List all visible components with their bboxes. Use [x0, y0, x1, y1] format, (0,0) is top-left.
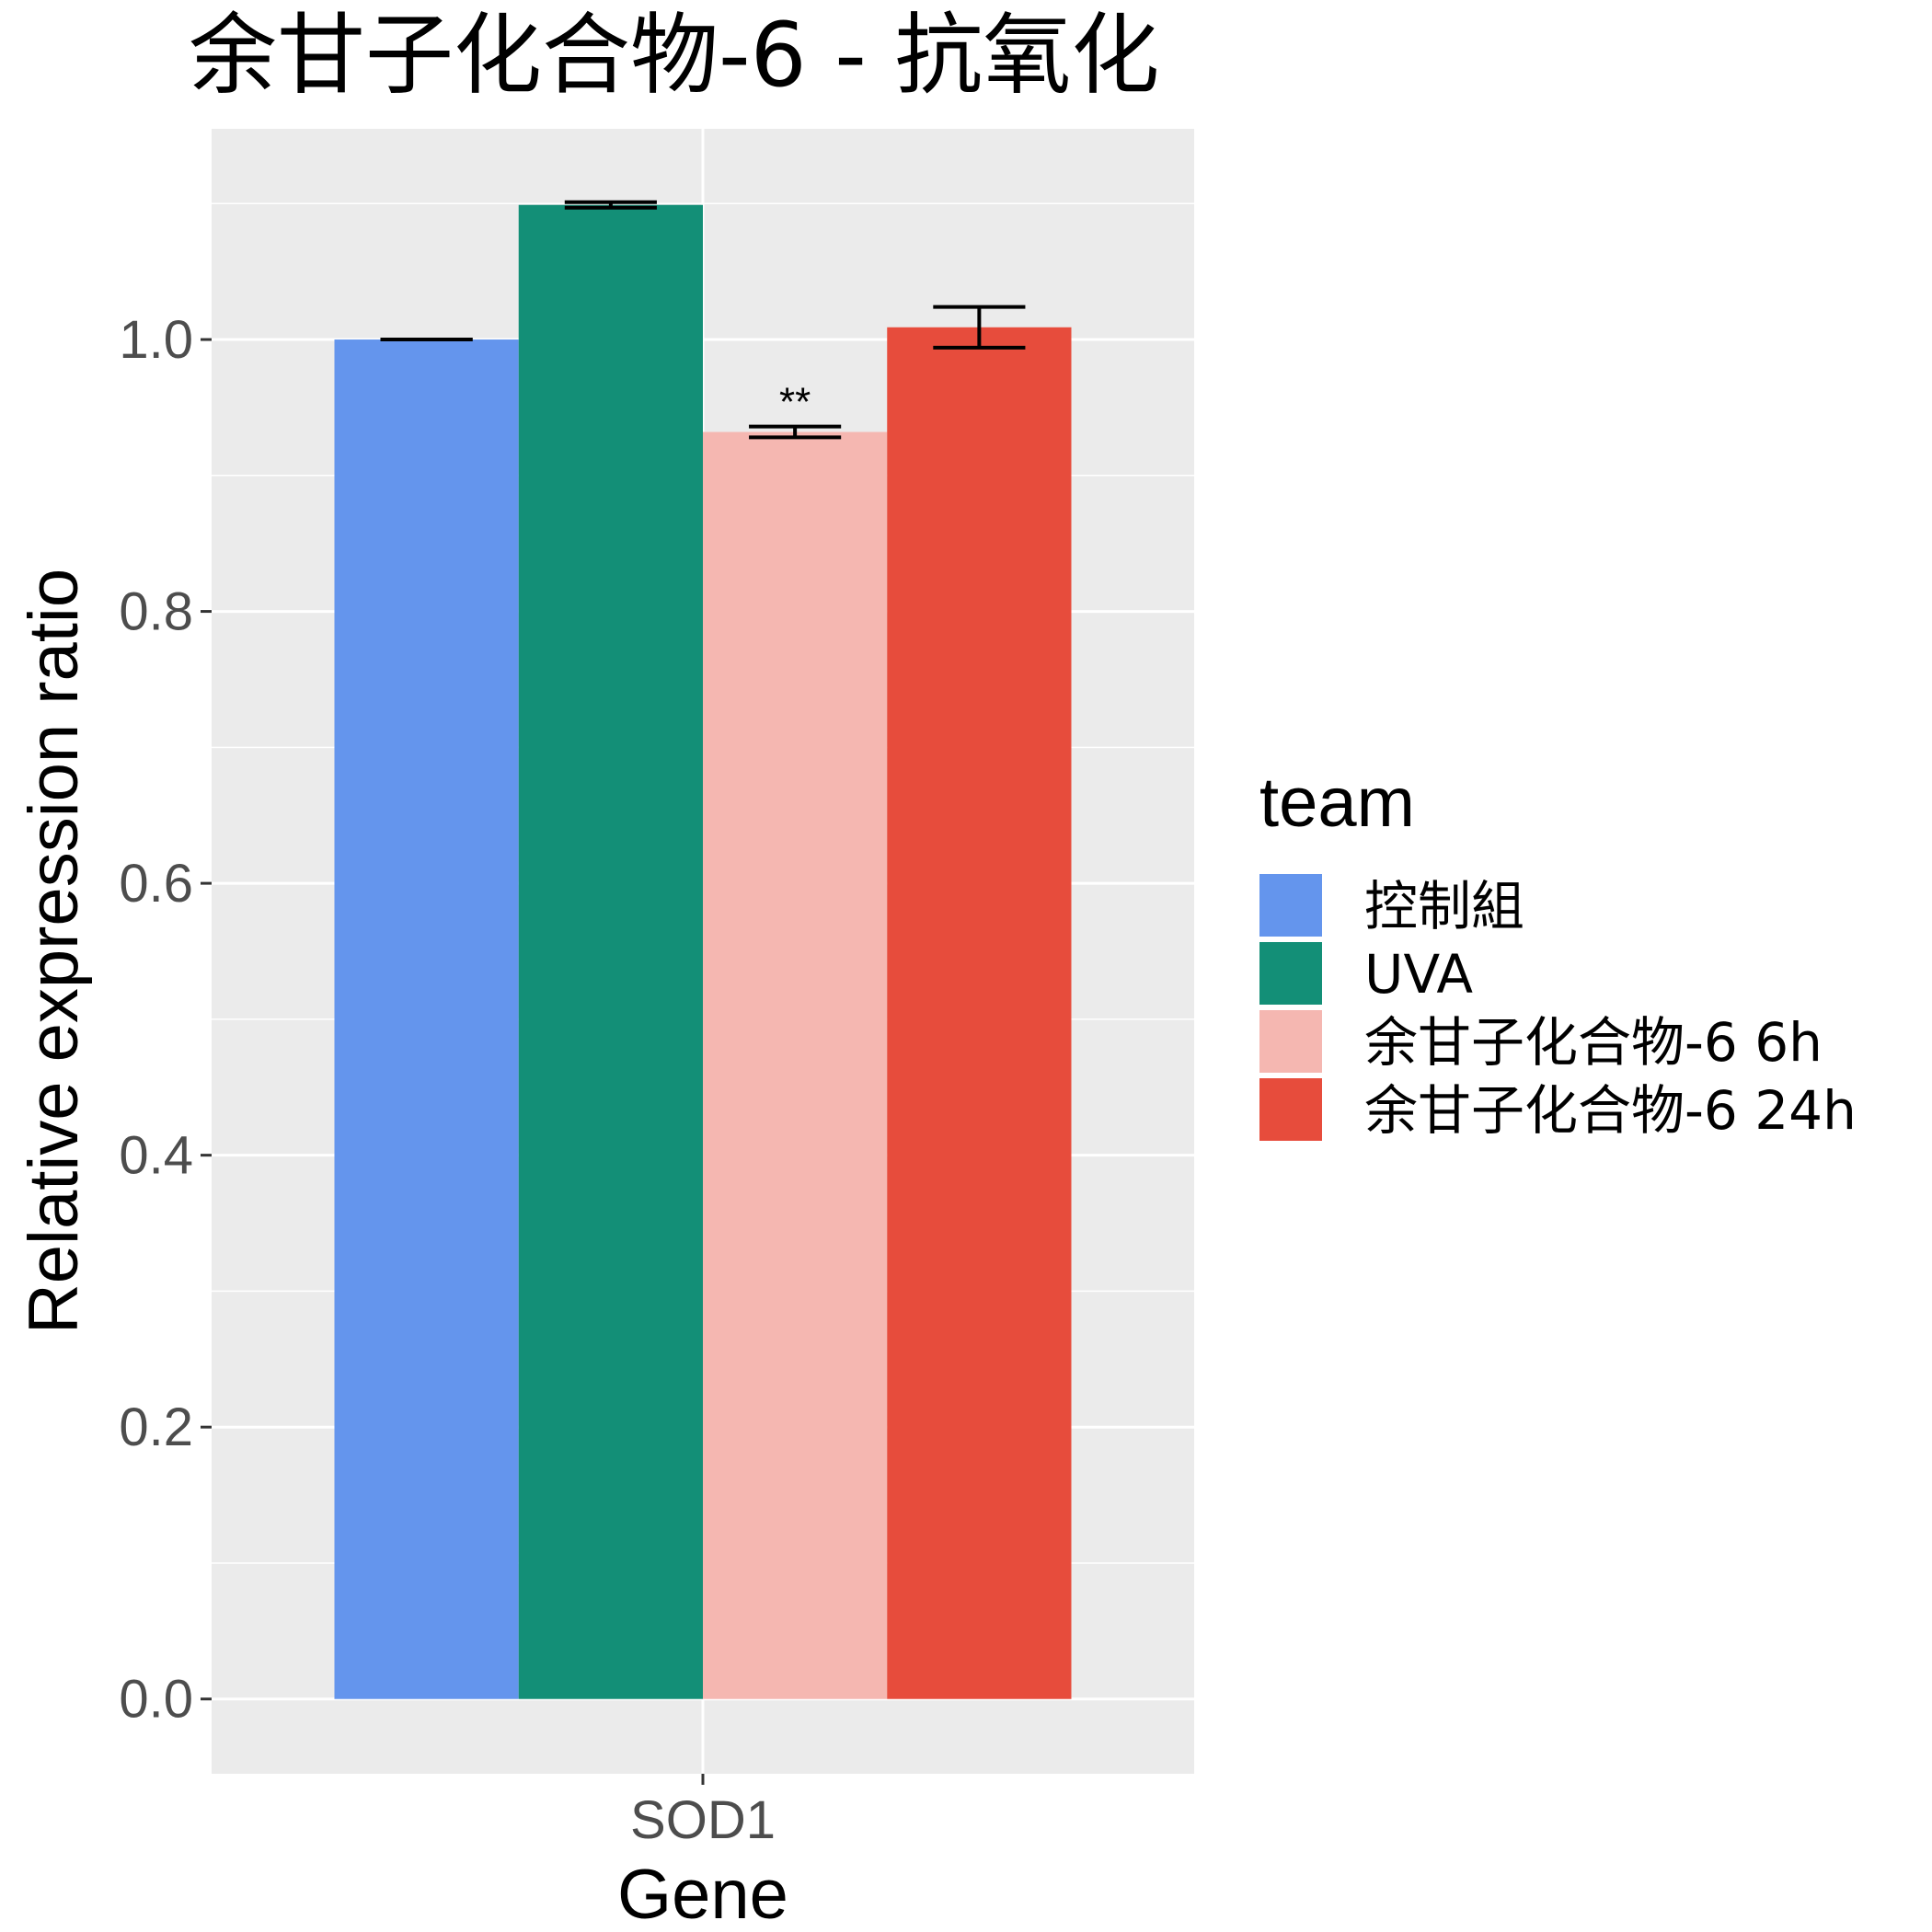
legend-key [1259, 942, 1322, 1005]
legend-title: team [1259, 764, 1415, 842]
legend-label: 余甘子化合物-6 24h [1364, 1079, 1857, 1142]
legend-label: 控制組 [1364, 875, 1524, 937]
bar [887, 327, 1072, 1699]
legend-label: 余甘子化合物-6 6h [1364, 1011, 1823, 1074]
significance-label: ** [779, 380, 811, 425]
y-tick-label: 1.0 [119, 310, 193, 370]
significance-annotations: ** [779, 380, 811, 425]
y-tick-label: 0.6 [119, 854, 193, 914]
x-tick-label: SOD1 [630, 1790, 776, 1850]
legend-label: UVA [1364, 943, 1473, 1006]
bar [334, 339, 519, 1699]
y-axis: 0.0 0.2 0.4 0.6 0.8 1.0 [119, 310, 212, 1730]
x-axis-title: Gene [617, 1856, 788, 1932]
x-axis: SOD1 [630, 1774, 776, 1850]
bar [518, 204, 703, 1699]
bar [703, 431, 888, 1699]
legend-key [1259, 874, 1322, 937]
y-tick-label: 0.8 [119, 582, 193, 642]
y-tick-label: 0.2 [119, 1397, 193, 1457]
y-axis-title: Relative expression ratio [15, 569, 93, 1334]
error-bars [380, 200, 1026, 440]
bars [334, 204, 1072, 1699]
y-tick-label: 0.4 [119, 1126, 193, 1186]
chart-title: 余甘子化合物-6 - 抗氧化 [189, 4, 1159, 107]
legend-key [1259, 1078, 1322, 1141]
y-tick-label: 0.0 [119, 1670, 193, 1730]
legend-key [1259, 1010, 1322, 1073]
